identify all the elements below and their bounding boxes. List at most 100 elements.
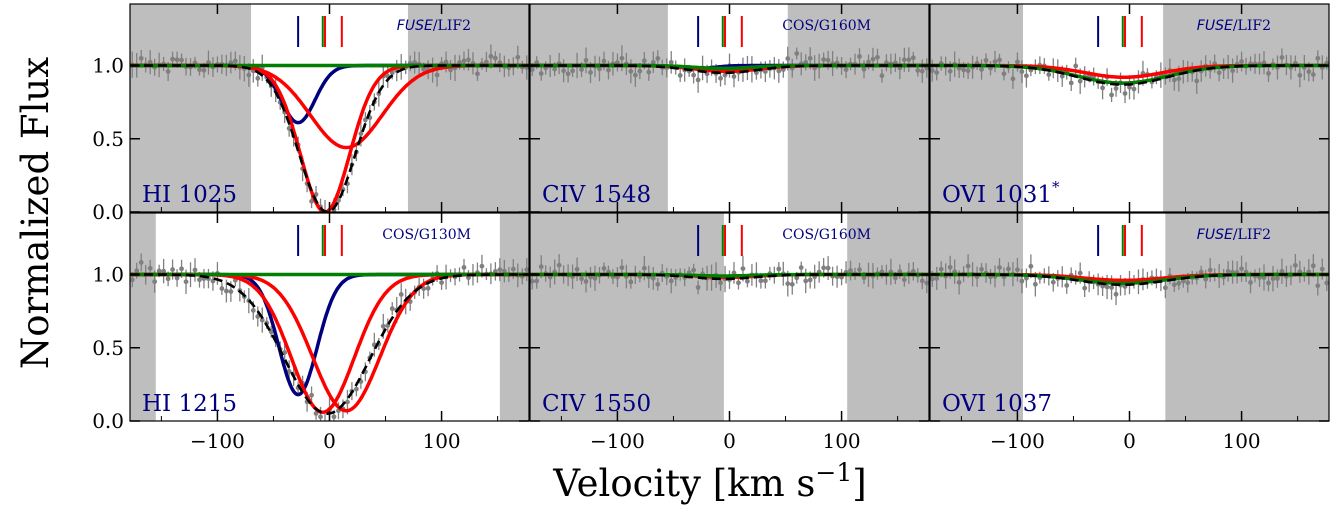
- instrument-label: COS/G160M: [782, 18, 871, 34]
- data-point: [875, 54, 880, 60]
- data-point: [538, 264, 544, 270]
- panel-3: OVI 1031* FUSE/LIF2: [929, 3, 1330, 213]
- instrument-label-suffix: COS/G130M: [382, 227, 471, 243]
- data-point: [197, 277, 202, 283]
- data-point: [1306, 69, 1312, 75]
- x-axis-label-close: ]: [852, 462, 866, 505]
- data-point: [1225, 268, 1231, 274]
- data-point: [574, 266, 580, 272]
- x-axis-label: Velocity [km s−1]: [552, 458, 866, 505]
- data-point: [1310, 263, 1316, 269]
- data-point: [646, 69, 652, 75]
- data-point: [628, 279, 634, 285]
- data-point: [992, 59, 998, 64]
- data-point: [910, 55, 916, 61]
- data-point: [179, 57, 184, 63]
- data-point: [641, 58, 647, 64]
- instrument-label: COS/G160M: [782, 227, 871, 243]
- ion-label: CIV 1550: [542, 391, 651, 417]
- data-point: [934, 276, 940, 281]
- data-point: [798, 265, 804, 270]
- data-point: [192, 267, 198, 273]
- data-point: [866, 59, 871, 65]
- data-point: [740, 266, 746, 271]
- data-point: [250, 308, 256, 313]
- x-tick-label: 100: [422, 429, 460, 453]
- data-point: [138, 55, 144, 61]
- data-point: [530, 278, 535, 284]
- data-point: [331, 414, 337, 420]
- data-point: [1297, 72, 1303, 78]
- data-point: [538, 71, 544, 76]
- data-point: [421, 66, 427, 72]
- data-point: [1113, 86, 1119, 91]
- data-point: [389, 306, 395, 312]
- data-point: [956, 279, 962, 285]
- data-point: [1315, 55, 1321, 61]
- data-point: [1077, 270, 1083, 276]
- masked-region: [930, 4, 1024, 212]
- masked-region: [1165, 213, 1329, 421]
- data-point: [259, 317, 265, 323]
- data-point: [919, 278, 925, 284]
- data-point: [515, 54, 521, 60]
- data-point: [601, 265, 607, 271]
- panel-plot-area: [130, 4, 529, 212]
- data-point: [1207, 267, 1213, 273]
- data-point: [583, 279, 589, 284]
- data-point: [731, 270, 737, 276]
- data-point: [152, 279, 158, 285]
- data-point: [1279, 268, 1285, 274]
- data-point: [691, 72, 697, 78]
- x-tick-label: 0: [723, 429, 736, 453]
- panel-2: CIV 1548 COS/G160M: [529, 3, 930, 213]
- component-fit-green: [530, 63, 929, 71]
- data-point: [1279, 55, 1285, 60]
- data-point: [1203, 276, 1209, 282]
- data-point: [488, 53, 494, 59]
- data-point: [924, 280, 929, 286]
- ion-label: HI 1025: [142, 182, 237, 208]
- data-point: [803, 59, 809, 65]
- data-point: [461, 265, 467, 270]
- instrument-label-italic: FUSE: [1197, 227, 1233, 243]
- data-point: [1162, 285, 1168, 291]
- data-point: [857, 54, 862, 59]
- data-point: [421, 286, 427, 292]
- data-point: [650, 275, 656, 281]
- data-point: [668, 59, 674, 65]
- data-point: [718, 280, 723, 286]
- data-point: [1077, 78, 1083, 84]
- data-point: [915, 68, 921, 73]
- data-point: [1015, 267, 1020, 273]
- component-fit-blue: [130, 272, 529, 397]
- data-point: [650, 59, 656, 65]
- data-point: [398, 292, 404, 297]
- data-point: [601, 58, 607, 64]
- data-point: [628, 68, 634, 74]
- y-axis-label: Normalized Flux: [14, 57, 57, 369]
- data-point: [906, 57, 912, 63]
- data-point: [1122, 91, 1128, 96]
- masked-region: [530, 4, 668, 212]
- data-point: [223, 288, 229, 294]
- data-point: [641, 265, 647, 271]
- data-point: [425, 285, 431, 291]
- data-point: [174, 57, 180, 63]
- data-point: [1015, 59, 1020, 65]
- data-point: [232, 58, 238, 64]
- data-point: [979, 67, 984, 72]
- data-point: [524, 267, 529, 272]
- data-point: [1261, 275, 1267, 280]
- data-point: [848, 268, 853, 273]
- data-point: [492, 55, 498, 61]
- data-point: [130, 277, 135, 283]
- data-point: [843, 67, 849, 73]
- ion-label: OVI 1031*: [942, 178, 1060, 208]
- ion-label: HI 1215: [142, 391, 237, 417]
- data-point: [861, 275, 867, 281]
- data-point: [1046, 72, 1052, 77]
- data-point: [901, 277, 907, 283]
- data-point: [1216, 70, 1222, 76]
- x-tick-label: 0: [323, 429, 336, 453]
